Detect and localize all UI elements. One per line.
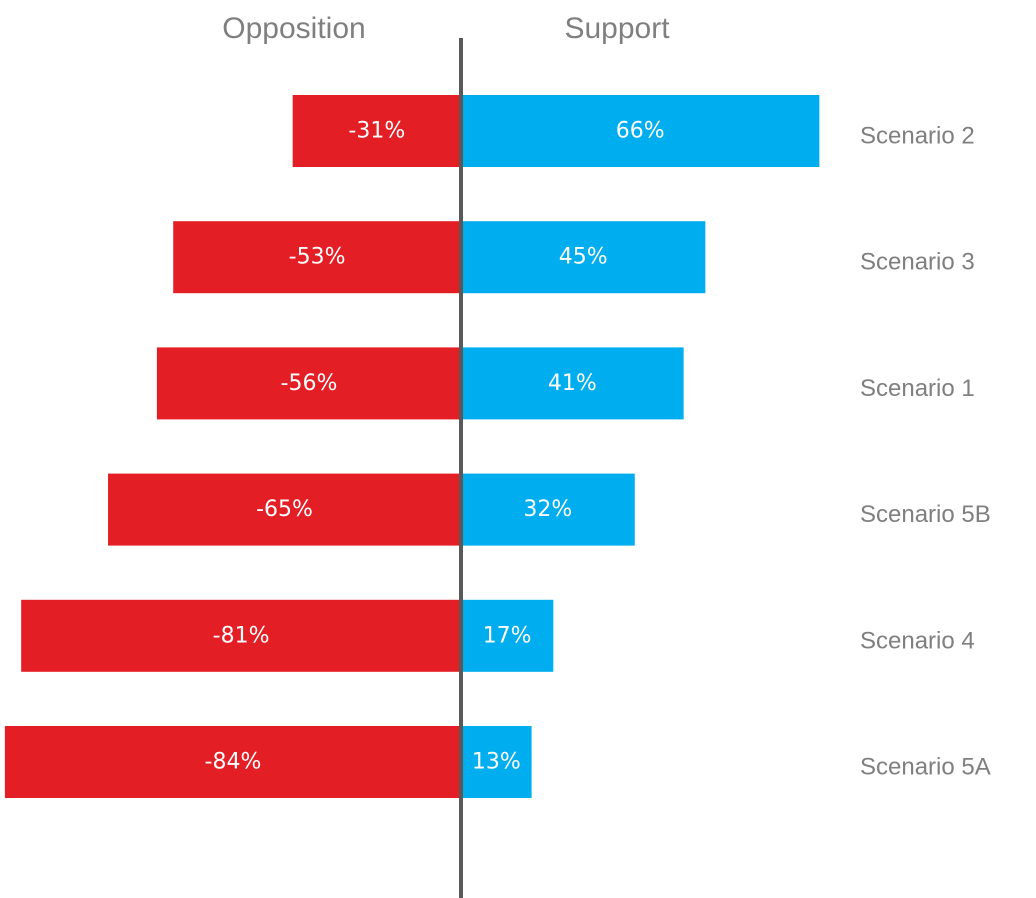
category-label: Scenario 5A	[860, 754, 991, 781]
opposition-bar-label: -84%	[205, 750, 262, 775]
support-bar	[461, 473, 635, 546]
support-bar	[461, 599, 554, 672]
opposition-bar	[292, 95, 461, 167]
support-bar	[461, 347, 684, 420]
support-bar	[461, 726, 532, 798]
opposition-bar	[21, 599, 461, 672]
category-label: Scenario 3	[860, 249, 975, 276]
category-label: Scenario 4	[860, 627, 975, 654]
opposition-bar	[108, 473, 462, 546]
opposition-bar-label: -31%	[348, 119, 405, 144]
support-bar-label: 17%	[483, 623, 532, 648]
category-label: Scenario 5B	[860, 501, 991, 528]
labels-layer: -31% 66% Scenario 2 -53% 45% Scenario 3 -56% 41…	[205, 119, 991, 781]
bars-layer	[4, 95, 820, 798]
category-label: Scenario 1	[860, 375, 975, 402]
opposition-bar-label: -56%	[281, 371, 338, 396]
category-label: Scenario 2	[860, 123, 975, 150]
support-bar-label: 45%	[559, 245, 608, 270]
opposition-bar-label: -65%	[256, 497, 313, 522]
support-bar-label: 13%	[472, 750, 521, 775]
support-bar-label: 32%	[523, 497, 572, 522]
opposition-bar	[173, 221, 461, 294]
opposition-bar	[4, 726, 461, 798]
support-bar	[461, 221, 706, 294]
opposition-bar-label: -81%	[213, 623, 270, 648]
opposition-bar	[156, 347, 462, 420]
legend-opposition: Opposition	[222, 12, 365, 45]
support-bar-label: 66%	[616, 119, 665, 144]
support-bar-label: 41%	[548, 371, 597, 396]
opposition-bar-label: -53%	[289, 245, 346, 270]
legend-support: Support	[564, 12, 670, 45]
support-bar	[461, 95, 820, 167]
